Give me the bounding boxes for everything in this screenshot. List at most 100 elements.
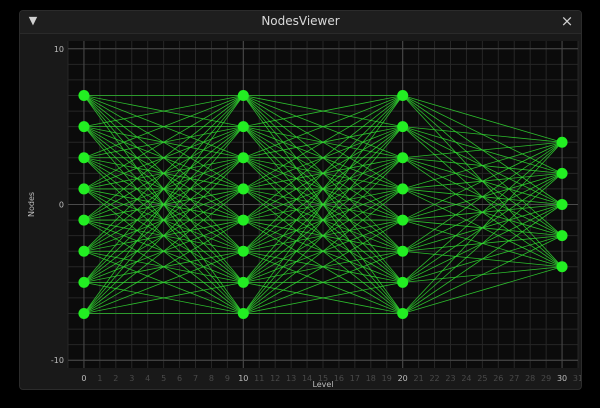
nodes-plot[interactable]: 0 1 2 3 4 5 6 7 8 9 10 11 12 13 14 15 16 17 18 19 20 21 22 23 24… [20,34,583,389]
node-point [237,121,249,133]
edge-line [402,95,563,143]
y-tick-label: 10 [54,45,64,54]
edge-line [402,141,563,314]
edge-line [243,95,403,128]
edge-line [243,95,403,159]
x-tick-label: 22 [429,374,439,383]
y-tick-label: -10 [51,356,64,365]
edge-line [83,95,244,190]
x-tick-label: 23 [445,374,455,383]
edge-line [402,204,563,314]
edge-line [83,126,244,314]
x-tick-label: 16 [334,374,344,383]
edge-line [402,126,563,143]
edge-line [83,188,244,314]
edge-line [402,173,563,314]
edge-line [243,95,403,221]
x-axis-label: Level [312,380,333,389]
node-point [397,308,409,319]
y-axis-label: Nodes [27,192,36,217]
window-title: NodesViewer [261,14,340,28]
node-point [556,230,568,242]
title-bar[interactable]: ▼ NodesViewer × [20,11,581,34]
node-point [397,245,409,257]
edge-line [402,141,563,252]
edge-line [83,281,244,314]
edge-line [243,281,403,314]
edge-line [83,95,244,252]
x-tick-label: 7 [193,374,198,383]
x-tick-label: 29 [541,374,551,383]
edge-line [402,266,563,314]
node-point [78,245,90,257]
edge-line [83,157,244,314]
node-point [397,90,409,101]
node-point [237,214,249,226]
x-tick-label: 28 [525,374,535,383]
node-point [78,152,90,164]
edge-line [243,250,403,314]
x-tick-label: 18 [366,374,376,383]
x-tick-label: 6 [177,374,182,383]
node-point [78,90,90,101]
node-point [78,308,90,319]
node-point [237,152,249,164]
edge-line [83,250,244,314]
edge-line [243,157,403,314]
x-tick-label: 8 [209,374,214,383]
x-tick-label: 20 [398,374,408,383]
node-point [237,90,249,101]
x-tick-label: 14 [302,374,312,383]
x-tick-label: 12 [270,374,280,383]
x-tick-label: 27 [509,374,519,383]
node-point [556,167,568,179]
node-point [397,183,409,195]
x-tick-label: 9 [225,374,230,383]
node-point [78,121,90,133]
x-tick-label: 21 [414,374,424,383]
edge-line [243,219,403,314]
edge-line [402,141,563,221]
x-tick-label: 10 [238,374,248,383]
edge-line [402,141,563,159]
node-point [237,308,249,319]
x-tick-label: 0 [81,374,86,383]
x-tick-label: 11 [254,374,264,383]
x-tick-label: 25 [477,374,487,383]
edge-line [83,95,244,283]
x-tick-label: 15 [318,374,328,383]
x-tick-label: 17 [350,374,360,383]
edge-line [83,95,244,159]
edge-line [402,235,563,314]
y-tick-label: 0 [59,201,64,210]
x-tick-label: 2 [113,374,118,383]
edge-line [83,219,244,314]
x-tick-label: 26 [493,374,503,383]
collapse-arrow-icon[interactable]: ▼ [28,14,38,27]
x-tick-label: 5 [161,374,166,383]
node-point [78,183,90,195]
node-point [78,276,90,288]
x-tick-label: 3 [129,374,134,383]
edge-line [242,95,404,314]
plot-area[interactable]: 0 1 2 3 4 5 6 7 8 9 10 11 12 13 14 15 16 17 18 19 20 21 22 23 24… [20,34,583,393]
edge-line [243,95,403,283]
node-point [397,276,409,288]
x-tick-label: 1 [97,374,102,383]
edge-line [402,141,563,190]
x-tick-label: 31 [573,374,581,383]
x-tick-label: 4 [145,374,150,383]
node-point [397,121,409,133]
edge-line [243,126,403,314]
node-point [397,214,409,226]
node-point [237,245,249,257]
edge-line [243,95,403,252]
x-tick-label: 13 [286,374,296,383]
edge-line [83,95,244,128]
node-point [237,183,249,195]
close-icon[interactable]: × [560,12,574,30]
node-point [556,136,568,148]
node-point [397,152,409,164]
edge-line [402,141,563,283]
node-point [556,261,568,273]
